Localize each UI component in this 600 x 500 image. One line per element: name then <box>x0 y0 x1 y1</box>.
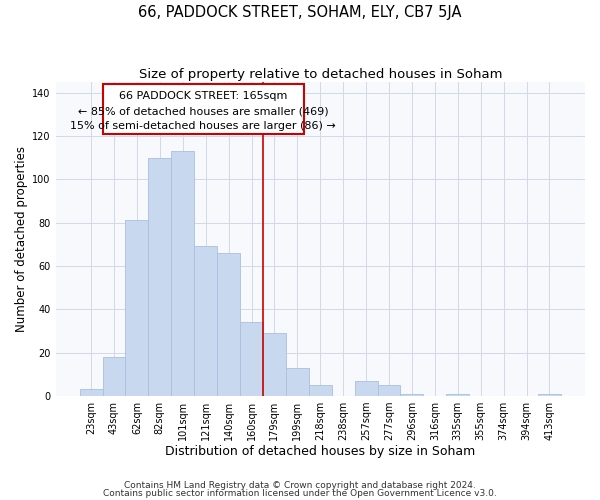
Bar <box>125 220 148 396</box>
Bar <box>240 322 263 396</box>
Title: Size of property relative to detached houses in Soham: Size of property relative to detached ho… <box>139 68 502 80</box>
Bar <box>171 151 194 396</box>
Bar <box>194 246 217 396</box>
Text: Contains public sector information licensed under the Open Government Licence v3: Contains public sector information licen… <box>103 488 497 498</box>
Bar <box>355 381 377 396</box>
X-axis label: Distribution of detached houses by size in Soham: Distribution of detached houses by size … <box>165 444 475 458</box>
Bar <box>217 253 240 396</box>
Bar <box>263 333 286 396</box>
Text: ← 85% of detached houses are smaller (469): ← 85% of detached houses are smaller (46… <box>78 106 329 117</box>
Text: Contains HM Land Registry data © Crown copyright and database right 2024.: Contains HM Land Registry data © Crown c… <box>124 481 476 490</box>
Bar <box>538 394 561 396</box>
Y-axis label: Number of detached properties: Number of detached properties <box>15 146 28 332</box>
Bar <box>103 84 304 134</box>
Bar <box>148 158 171 396</box>
Text: 66, PADDOCK STREET, SOHAM, ELY, CB7 5JA: 66, PADDOCK STREET, SOHAM, ELY, CB7 5JA <box>138 5 462 20</box>
Bar <box>309 385 332 396</box>
Bar <box>103 357 125 396</box>
Bar <box>80 390 103 396</box>
Text: 66 PADDOCK STREET: 165sqm: 66 PADDOCK STREET: 165sqm <box>119 92 287 102</box>
Bar <box>400 394 424 396</box>
Bar <box>377 385 400 396</box>
Text: 15% of semi-detached houses are larger (86) →: 15% of semi-detached houses are larger (… <box>70 121 336 131</box>
Bar <box>446 394 469 396</box>
Bar <box>286 368 309 396</box>
